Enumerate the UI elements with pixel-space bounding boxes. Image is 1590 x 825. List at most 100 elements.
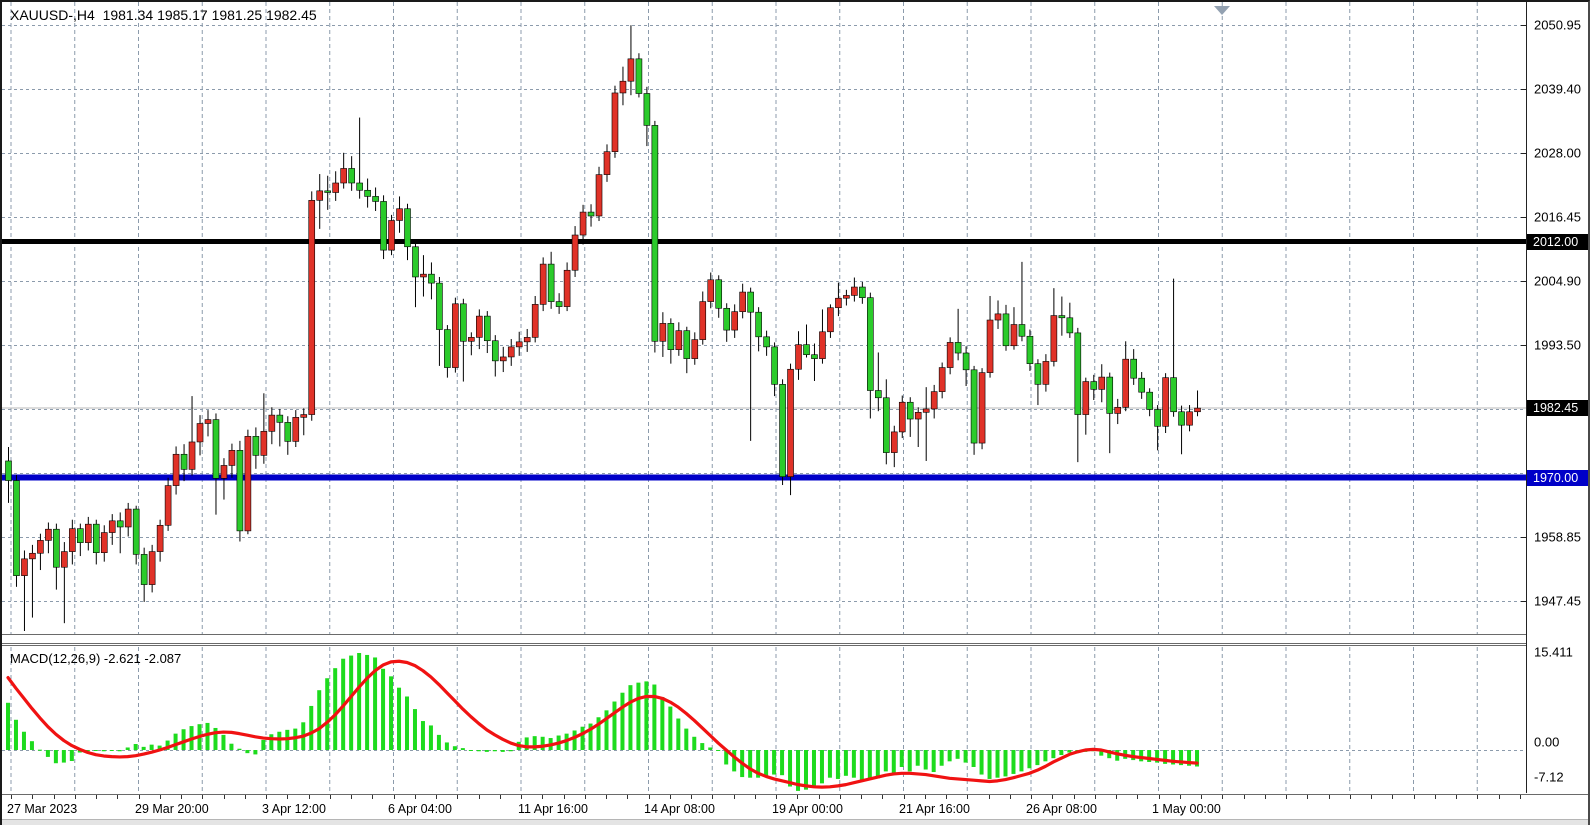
candle-body-down[interactable] [867, 297, 874, 391]
candle-body-down[interactable] [1154, 409, 1161, 427]
candle-body-down[interactable] [1026, 335, 1034, 364]
candle-body-down[interactable] [779, 384, 786, 477]
candle-body-down[interactable] [180, 453, 188, 470]
candle-body-up[interactable] [172, 453, 180, 486]
candle-body-up[interactable] [827, 307, 834, 333]
candle-body-down[interactable] [683, 330, 691, 359]
candle-body-down[interactable] [667, 323, 675, 350]
candle-body-up[interactable] [1042, 361, 1050, 385]
candle-body-up[interactable] [1010, 324, 1018, 347]
candle-body-up[interactable] [507, 346, 515, 358]
candle-body-up[interactable] [29, 552, 36, 560]
candle-body-up[interactable] [228, 450, 236, 466]
candle-body-up[interactable] [563, 269, 571, 307]
hline-current-price-1982.45[interactable] [2, 407, 1526, 409]
candle-body-up[interactable] [922, 408, 930, 413]
candle-body-down[interactable] [140, 554, 148, 585]
candle-body-down[interactable] [404, 208, 411, 248]
hline-resistance-2012[interactable] [2, 239, 1526, 244]
candle-body-down[interactable] [906, 401, 914, 420]
candle-body-up[interactable] [946, 342, 954, 368]
candle-body-down[interactable] [547, 263, 555, 302]
candle-body-down[interactable] [1130, 358, 1137, 379]
candle-body-up[interactable] [819, 331, 826, 359]
candle-body-down[interactable] [77, 528, 84, 543]
candle-body-down[interactable] [954, 342, 962, 354]
candle-body-up[interactable] [61, 551, 68, 568]
candle-body-up[interactable] [531, 304, 539, 338]
hline-support-1970[interactable] [2, 474, 1526, 481]
candle-body-up[interactable] [468, 337, 475, 342]
candle-body-up[interactable] [452, 303, 459, 368]
candle-body-down[interactable] [372, 196, 379, 202]
candle-body-down[interactable] [1090, 381, 1098, 390]
candle-body-up[interactable] [499, 356, 507, 362]
candle-body-up[interactable] [1162, 377, 1169, 427]
candle-body-up[interactable] [188, 441, 196, 470]
candle-body-up[interactable] [85, 523, 92, 543]
candle-body-down[interactable] [1066, 317, 1074, 334]
candle-body-up[interactable] [316, 190, 324, 201]
main-price-chart[interactable] [2, 2, 1526, 634]
candle-body-down[interactable] [491, 340, 499, 362]
candle-body-down[interactable] [1018, 324, 1026, 337]
candle-body-up[interactable] [340, 168, 347, 184]
price-scale[interactable]: 2050.95 2039.40 2028.00 2016.45 2004.90 1993.… [1521, 2, 1588, 795]
candle-body-down[interactable] [412, 246, 419, 278]
candle-body-down[interactable] [1058, 315, 1066, 319]
candle-body-down[interactable] [555, 301, 563, 307]
candle-body-down[interactable] [763, 336, 770, 348]
candle-body-down[interactable] [723, 307, 731, 331]
candle-body-up[interactable] [595, 174, 603, 217]
candle-body-down[interactable] [962, 352, 970, 371]
candle-body-down[interactable] [1074, 332, 1082, 415]
candle-body-up[interactable] [268, 414, 276, 432]
candle-body-up[interactable] [890, 431, 898, 453]
candle-body-up[interactable] [627, 58, 635, 82]
candle-body-down[interactable] [324, 190, 332, 193]
candle-body-down[interactable] [635, 58, 643, 94]
candle-body-up[interactable] [308, 200, 316, 415]
candle-body-up[interactable] [930, 391, 938, 410]
candle-body-up[interactable] [21, 558, 28, 576]
candle-body-down[interactable] [771, 346, 778, 385]
candle-body-up[interactable] [260, 431, 268, 456]
candle-body-up[interactable] [603, 151, 611, 175]
candle-body-down[interactable] [875, 390, 882, 399]
candle-body-up[interactable] [1050, 315, 1058, 362]
candle-body-up[interactable] [515, 341, 523, 348]
candle-body-up[interactable] [124, 508, 132, 528]
candle-body-up[interactable] [739, 291, 746, 312]
candle-body-up[interactable] [835, 297, 842, 309]
candle-body-down[interactable] [1106, 376, 1114, 414]
candle-body-down[interactable] [460, 303, 467, 342]
candle-body-up[interactable] [37, 540, 44, 554]
candle-body-down[interactable] [444, 329, 451, 368]
candle-body-down[interactable] [356, 182, 363, 191]
candle-body-down[interactable] [380, 201, 387, 251]
candle-body-down[interactable] [116, 520, 124, 528]
candle-body-down[interactable] [651, 125, 659, 342]
candle-body-up[interactable] [978, 372, 986, 444]
candle-body-up[interactable] [659, 323, 667, 342]
candle-body-up[interactable] [795, 344, 802, 370]
candle-body-up[interactable] [707, 279, 715, 302]
candle-body-down[interactable] [428, 273, 435, 284]
candle-body-down[interactable] [348, 168, 355, 184]
candle-body-up[interactable] [699, 301, 707, 340]
candle-body-up[interactable] [1098, 376, 1106, 390]
candle-body-up[interactable] [1186, 411, 1193, 426]
candle-body-up[interactable] [571, 234, 579, 271]
candle-body-down[interactable] [132, 508, 140, 555]
candle-body-up[interactable] [691, 339, 699, 359]
panel-separator[interactable] [2, 643, 1588, 644]
candle-body-down[interactable] [970, 369, 978, 444]
candle-body-down[interactable] [882, 397, 890, 453]
candle-body-up[interactable] [787, 368, 794, 477]
candle-body-down[interactable] [1138, 377, 1145, 393]
candle-body-down[interactable] [1146, 391, 1153, 410]
candle-body-down[interactable] [715, 279, 723, 309]
candle-body-up[interactable] [938, 367, 946, 392]
candle-body-down[interactable] [236, 450, 244, 532]
candle-body-up[interactable] [1082, 381, 1090, 415]
